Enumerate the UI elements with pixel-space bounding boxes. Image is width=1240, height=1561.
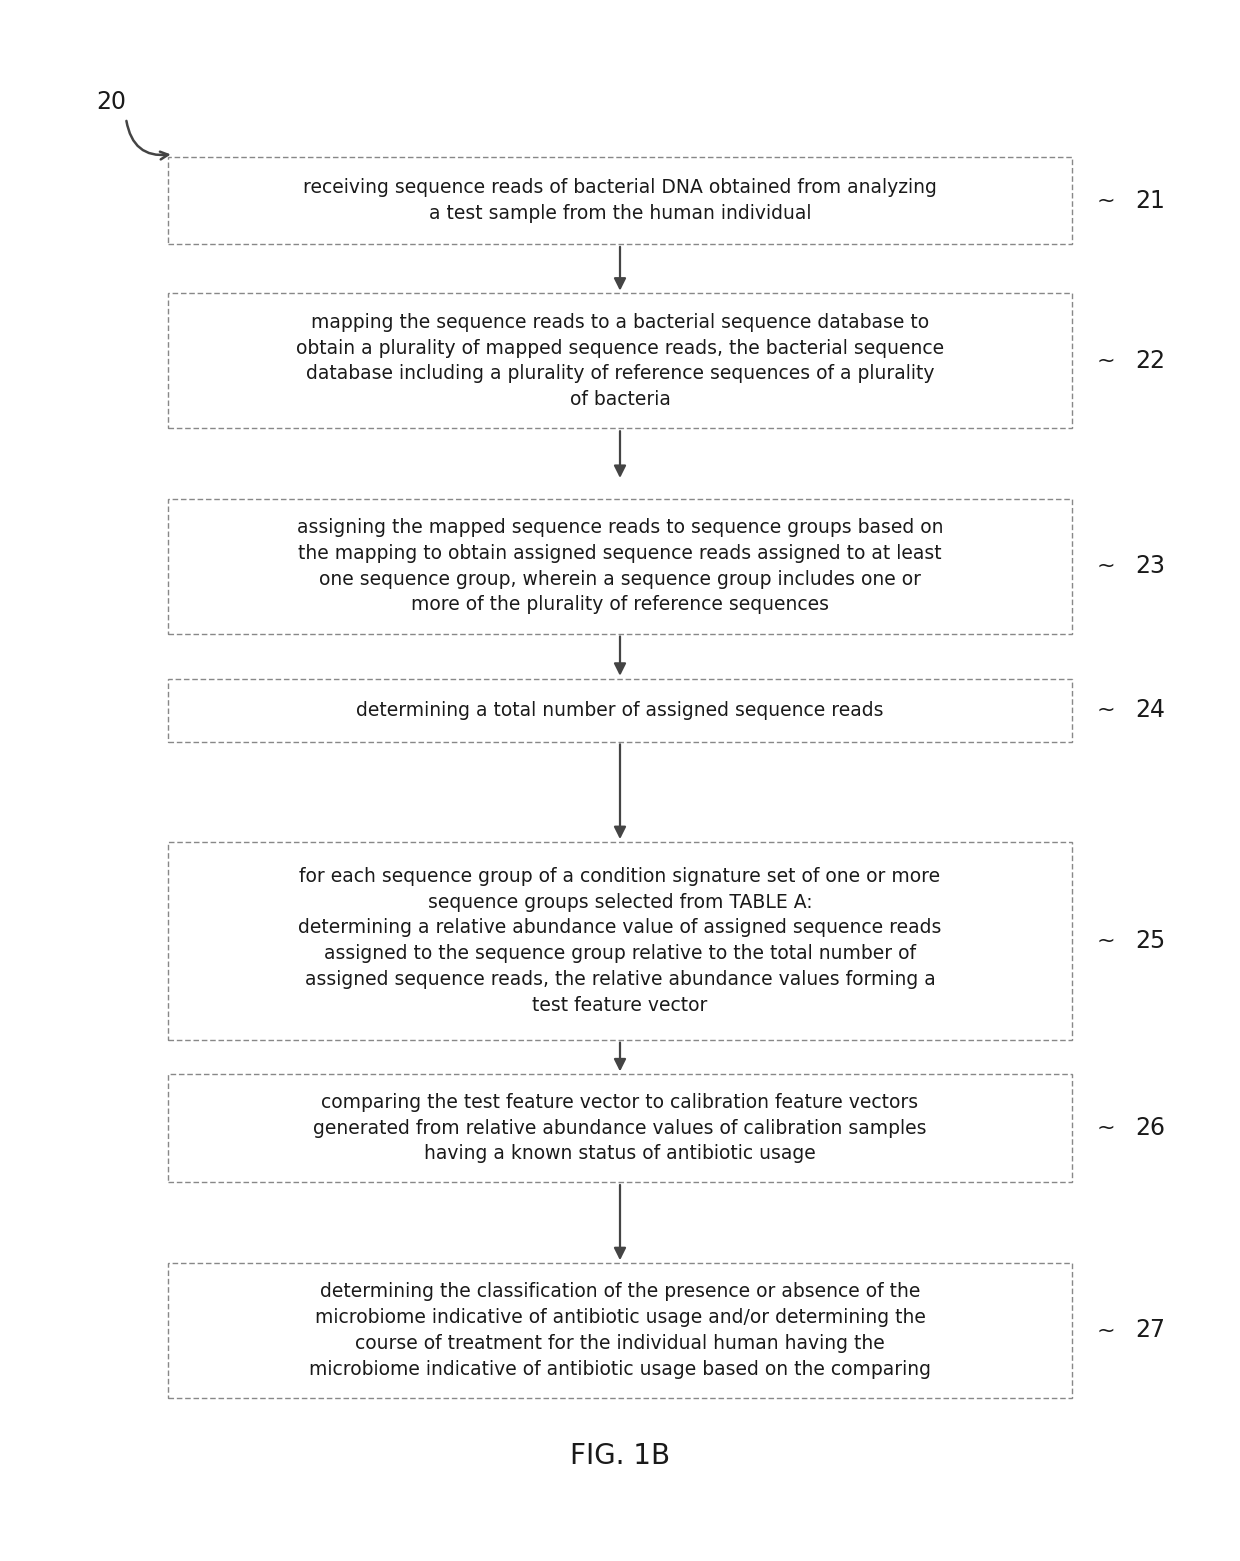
Bar: [167, 1074, 1073, 1182]
Text: ~: ~: [1096, 190, 1115, 211]
Text: 24: 24: [1136, 698, 1166, 723]
Text: 25: 25: [1136, 929, 1166, 952]
Text: 21: 21: [1136, 189, 1166, 212]
Text: FIG. 1B: FIG. 1B: [570, 1442, 670, 1470]
Text: ~: ~: [1096, 351, 1115, 372]
Text: 27: 27: [1136, 1319, 1166, 1342]
Text: mapping the sequence reads to a bacterial sequence database to
obtain a pluralit: mapping the sequence reads to a bacteria…: [296, 312, 944, 409]
Text: ~: ~: [1096, 1118, 1115, 1138]
Text: assigning the mapped sequence reads to sequence groups based on
the mapping to o: assigning the mapped sequence reads to s…: [296, 518, 944, 615]
Bar: [167, 293, 1073, 428]
Bar: [167, 158, 1073, 244]
Bar: [167, 500, 1073, 634]
Text: 23: 23: [1136, 554, 1166, 578]
Text: 20: 20: [97, 89, 126, 114]
Text: for each sequence group of a condition signature set of one or more
sequence gro: for each sequence group of a condition s…: [299, 866, 941, 1015]
Text: ~: ~: [1096, 930, 1115, 951]
Bar: [167, 1263, 1073, 1399]
Text: 26: 26: [1136, 1116, 1166, 1140]
Text: ~: ~: [1096, 1321, 1115, 1341]
Text: determining a total number of assigned sequence reads: determining a total number of assigned s…: [356, 701, 884, 720]
Text: receiving sequence reads of bacterial DNA obtained from analyzing
a test sample : receiving sequence reads of bacterial DN…: [303, 178, 937, 223]
Text: 22: 22: [1136, 350, 1166, 373]
Text: comparing the test feature vector to calibration feature vectors
generated from : comparing the test feature vector to cal…: [314, 1093, 926, 1163]
Text: determining the classification of the presence or absence of the
microbiome indi: determining the classification of the pr…: [309, 1282, 931, 1378]
Text: ~: ~: [1096, 556, 1115, 576]
Text: ~: ~: [1096, 699, 1115, 720]
Bar: [167, 841, 1073, 1040]
Bar: [167, 679, 1073, 741]
